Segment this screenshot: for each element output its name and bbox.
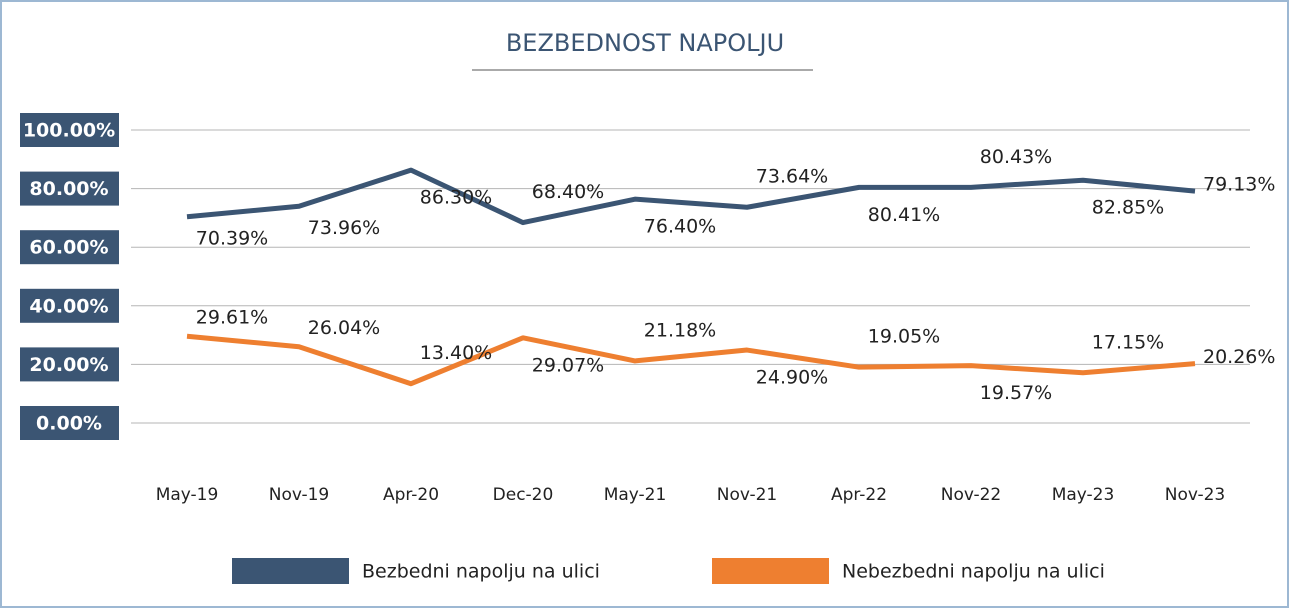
x-tick-label: Apr-20 <box>383 485 439 505</box>
y-tick-box <box>20 230 119 265</box>
data-label: 79.13% <box>1203 174 1275 196</box>
legend-swatch <box>232 558 349 584</box>
y-tick-box <box>20 288 119 323</box>
legend-label: Bezbedni napolju na ulici <box>362 561 600 583</box>
y-tick-box <box>20 171 119 206</box>
legend-swatch <box>712 558 829 584</box>
y-tick-box <box>20 347 119 382</box>
data-label: 73.64% <box>756 166 828 188</box>
chart-title: BEZBEDNOST NAPOLJU <box>506 29 784 57</box>
series-line <box>186 167 1196 226</box>
y-tick-label: 40.00% <box>29 295 108 317</box>
data-label: 80.43% <box>980 146 1052 168</box>
data-label: 70.39% <box>196 227 268 249</box>
x-tick-label: Apr-22 <box>831 485 887 505</box>
x-tick-label: Nov-22 <box>941 485 1002 505</box>
data-label: 13.40% <box>420 342 492 364</box>
legend-label: Nebezbedni napolju na ulici <box>842 561 1105 583</box>
x-tick-label: May-19 <box>156 485 219 505</box>
y-tick-label: 100.00% <box>23 120 115 142</box>
data-label: 86.30% <box>420 187 492 209</box>
data-label: 29.61% <box>196 307 268 329</box>
x-tick-label: Dec-20 <box>493 485 554 505</box>
data-label: 76.40% <box>644 216 716 238</box>
data-label: 17.15% <box>1092 331 1164 353</box>
y-tick-label: 80.00% <box>29 178 108 200</box>
data-label: 80.41% <box>868 204 940 226</box>
data-label: 82.85% <box>1092 197 1164 219</box>
data-label: 20.26% <box>1203 346 1275 368</box>
data-label: 19.05% <box>868 326 940 348</box>
data-label: 19.57% <box>980 382 1052 404</box>
y-tick-label: 0.00% <box>36 413 102 435</box>
data-label: 73.96% <box>308 217 380 239</box>
data-label: 21.18% <box>644 319 716 341</box>
y-tick-label: 60.00% <box>29 237 108 259</box>
data-label: 26.04% <box>308 317 380 339</box>
x-tick-label: May-23 <box>1052 485 1115 505</box>
x-tick-label: Nov-23 <box>1165 485 1226 505</box>
y-tick-label: 20.00% <box>29 354 108 376</box>
x-tick-label: May-21 <box>604 485 667 505</box>
series-line <box>186 333 1196 387</box>
y-tick-box <box>20 113 119 147</box>
y-tick-box <box>20 406 119 440</box>
data-label: 29.07% <box>532 354 604 376</box>
x-tick-label: Nov-21 <box>717 485 778 505</box>
data-label: 24.90% <box>756 367 828 389</box>
data-label: 68.40% <box>532 181 604 203</box>
x-tick-label: Nov-19 <box>269 485 330 505</box>
